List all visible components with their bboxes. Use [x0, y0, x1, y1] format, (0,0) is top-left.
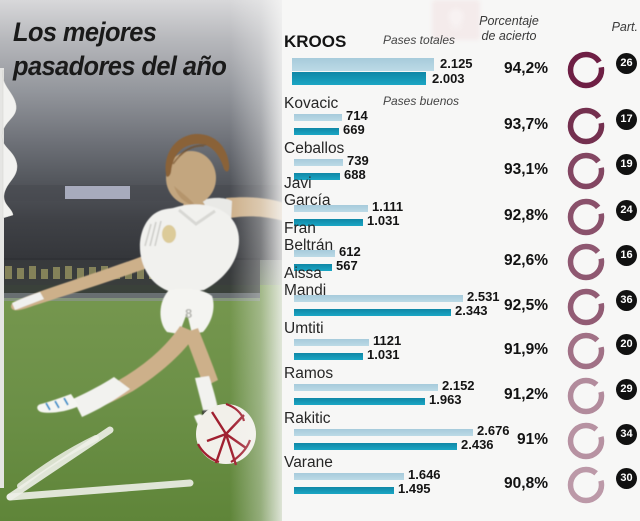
svg-text:8: 8 — [185, 306, 192, 321]
